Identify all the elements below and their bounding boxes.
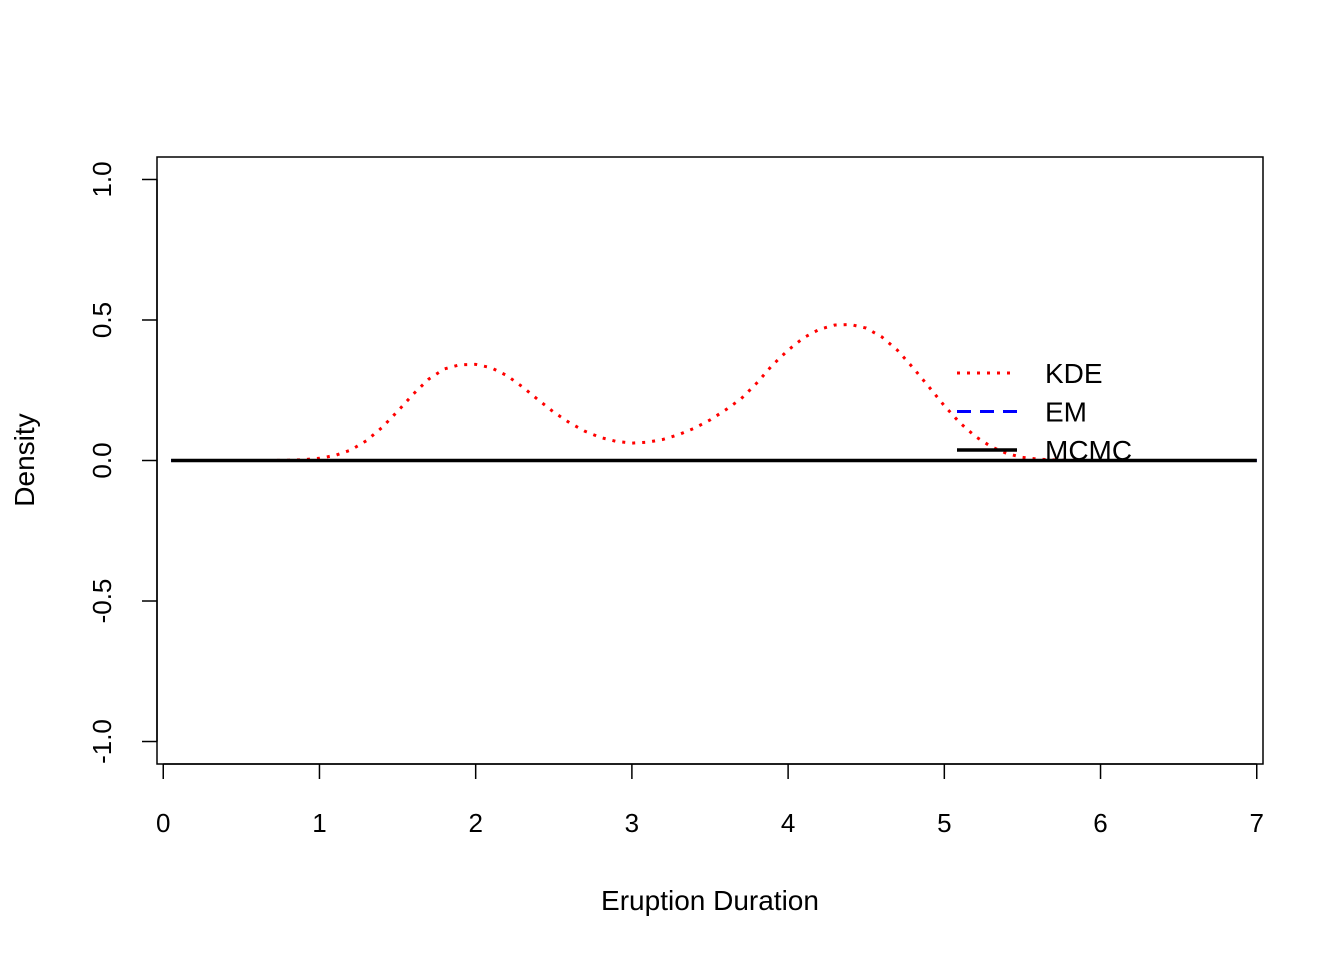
series-layer: [171, 322, 1257, 463]
legend: KDE EM MCMC: [957, 358, 1132, 466]
x-tick-label: 2: [468, 808, 482, 838]
legend-label-kde: KDE: [1045, 358, 1103, 389]
y-tick-label: -0.5: [87, 579, 117, 624]
y-tick-label: 1.0: [87, 161, 117, 197]
x-axis-title: Eruption Duration: [601, 885, 819, 916]
x-tick-label: 6: [1093, 808, 1107, 838]
y-tick-label: -1.0: [87, 719, 117, 764]
legend-label-mcmc: MCMC: [1045, 435, 1132, 466]
series-line-kde: [257, 322, 1117, 462]
y-axis-title: Density: [9, 413, 40, 506]
x-tick-label: 5: [937, 808, 951, 838]
legend-label-em: EM: [1045, 397, 1087, 428]
x-tick-label: 4: [781, 808, 795, 838]
x-tick-label: 1: [312, 808, 326, 838]
x-tick-label: 0: [156, 808, 170, 838]
y-tick-label: 0.5: [87, 302, 117, 338]
x-tick-label: 3: [625, 808, 639, 838]
y-axis: -1.0 -0.5 0.0 0.5 1.0: [87, 161, 158, 764]
y-tick-label: 0.0: [87, 442, 117, 478]
x-axis: 0 1 2 3 4 5 6 7: [156, 763, 1264, 838]
x-tick-label: 7: [1250, 808, 1264, 838]
